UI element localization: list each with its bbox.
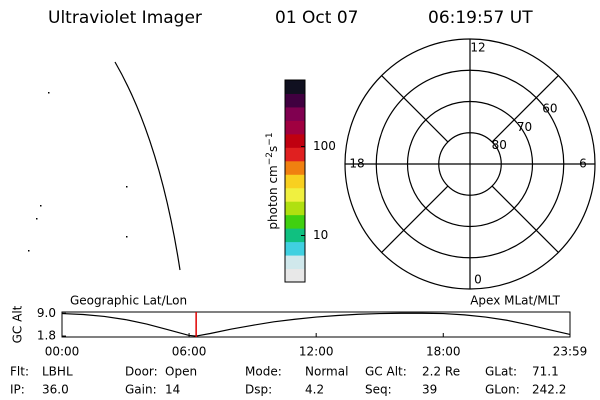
x-tick-label: 00:00 xyxy=(45,345,80,359)
color-step xyxy=(285,93,305,108)
color-step xyxy=(285,80,305,94)
diagonal-spoke xyxy=(491,75,559,143)
colorbar: 10 100 xyxy=(284,79,336,283)
info-label: Gain: xyxy=(125,383,157,397)
color-step xyxy=(285,160,305,175)
info-value: 39 xyxy=(422,383,437,397)
info-value: Open xyxy=(165,365,197,379)
colorbar-tick-label: 100 xyxy=(313,139,336,153)
right-label: Apex MLat/MLT xyxy=(470,294,560,308)
color-step xyxy=(285,120,305,135)
diagonal-spoke xyxy=(381,75,449,143)
info-value: 4.2 xyxy=(305,383,324,397)
altitude-plot: GC Alt Geographic Lat/Lon Apex MLat/MLT 9.0… xyxy=(11,294,588,359)
time: 06:19:57 UT xyxy=(428,8,533,28)
instrument: Ultraviolet Imager xyxy=(48,8,202,28)
info-label: GC Alt: xyxy=(365,365,407,379)
date: 01 Oct 07 xyxy=(275,8,358,28)
info-value: LBHL xyxy=(42,365,73,379)
color-step xyxy=(285,241,305,256)
x-tick-label: 06:00 xyxy=(172,345,207,359)
info-label: Door: xyxy=(125,365,158,379)
info-label: Dsp: xyxy=(245,383,272,397)
mlt-label: 0 xyxy=(474,273,482,287)
mlt-label: 18 xyxy=(349,157,364,171)
info-label: Mode: xyxy=(245,365,282,379)
info-label: IP: xyxy=(10,383,25,397)
info-value: 14 xyxy=(165,383,180,397)
info-value: 71.1 xyxy=(532,365,559,379)
info-label: GLat: xyxy=(485,365,517,379)
color-step xyxy=(285,255,305,270)
polar-plot: 80 70 60 0 6 12 18 xyxy=(344,38,596,290)
color-step xyxy=(285,187,305,202)
diagonal-spoke xyxy=(491,185,559,253)
mlt-label: 6 xyxy=(579,157,587,171)
color-step xyxy=(285,174,305,189)
info-value: 242.2 xyxy=(532,383,566,397)
x-tick-label: 23:59 xyxy=(553,345,588,359)
colorbar-frame xyxy=(284,79,306,283)
mlt-label: 12 xyxy=(470,41,485,55)
info-panel: Flt: LBHL Door: Open Mode: Normal GC Alt: 2.2 R… xyxy=(10,365,566,397)
info-value: 2.2 Re xyxy=(422,365,460,379)
altitude-line xyxy=(61,312,571,337)
info-value: 36.0 xyxy=(42,383,69,397)
y-axis-label: GC Alt xyxy=(11,305,25,343)
color-step xyxy=(285,147,305,162)
limb xyxy=(114,61,181,271)
info-label: GLon: xyxy=(485,383,520,397)
info-label: Seq: xyxy=(365,383,392,397)
lat-ring-label: 60 xyxy=(542,101,557,115)
left-label: Geographic Lat/Lon xyxy=(70,294,187,308)
y-tick-label: 9.0 xyxy=(37,306,56,320)
lat-ring-label: 70 xyxy=(517,120,532,134)
x-tick-label: 12:00 xyxy=(299,345,334,359)
color-step xyxy=(285,106,305,121)
stars xyxy=(28,92,128,252)
colorbar-label: photon cm−2s−1 xyxy=(265,132,280,229)
color-step xyxy=(285,214,305,229)
color-step xyxy=(285,201,305,216)
info-value: Normal xyxy=(305,365,348,379)
color-step xyxy=(285,228,305,243)
colorbar-tick-label: 10 xyxy=(313,228,328,242)
info-label: Flt: xyxy=(10,365,29,379)
x-tick-label: 18:00 xyxy=(426,345,461,359)
color-step xyxy=(285,268,305,283)
lat-ring-label: 80 xyxy=(492,138,507,152)
diagonal-spoke xyxy=(381,185,449,253)
color-step xyxy=(285,133,305,148)
y-tick-label: 1.8 xyxy=(37,329,56,343)
